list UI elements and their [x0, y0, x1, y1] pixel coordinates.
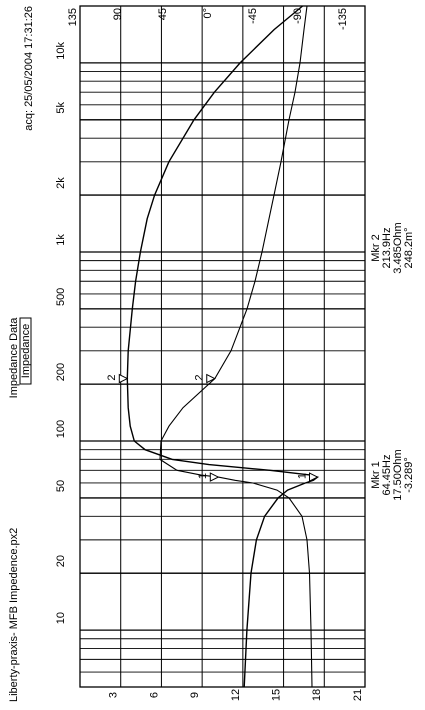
y-left-tick-label: 3: [108, 692, 120, 698]
impedance-tab-frame[interactable]: [19, 317, 32, 385]
y-right-tick-label: -135: [337, 8, 349, 30]
marker1-impedance: 17.50Ohm: [392, 449, 404, 500]
marker2-freq: 213.9Hz: [381, 228, 393, 269]
x-tick-label: 5k: [55, 102, 67, 114]
marker-number: 2: [106, 375, 118, 381]
marker-triangle: [118, 373, 129, 384]
x-tick-label: 10k: [55, 42, 67, 60]
x-tick-label: 200: [55, 363, 67, 381]
y-right-tick-label: 0°: [202, 8, 214, 19]
x-tick-label: 20: [55, 555, 67, 567]
acquisition-timestamp: acq: 25/05/2004 17:31:26: [23, 6, 35, 131]
x-tick-label: 100: [55, 420, 67, 438]
marker-triangle: [209, 472, 220, 482]
y-left-tick-label: 6: [148, 692, 160, 698]
y-right-tick-label: 90: [112, 8, 124, 20]
file-label: Liberty-praxis- MFB Impedence.px2: [8, 528, 20, 702]
chart-title: Impedance Data: [8, 317, 20, 399]
phase-curve: [159, 5, 313, 688]
marker2-label: Mkr 2: [370, 234, 382, 262]
marker-triangle: [309, 472, 319, 482]
y-left-tick-label: 12: [230, 689, 242, 701]
marker-number: 2: [194, 375, 206, 381]
y-right-tick-label: 135: [67, 8, 79, 26]
impedance-tab[interactable]: Impedance: [20, 324, 32, 378]
y-left-tick-label: 15: [270, 689, 282, 701]
marker1-freq: 64.45Hz: [381, 455, 393, 496]
marker-layer: 1 1 2 2: [106, 373, 319, 482]
marker2-impedance: 3.485Ohm: [392, 222, 404, 273]
y-right-tick-label: -45: [247, 8, 259, 24]
y-left-tick-label: 18: [311, 689, 323, 701]
curve-layer: [126, 5, 320, 688]
marker-number: 1: [197, 473, 209, 479]
x-tick-label: 50: [55, 480, 67, 492]
x-tick-label: 500: [55, 288, 67, 306]
marker1-label: Mkr 1: [370, 461, 382, 489]
marker-number: 1: [296, 473, 308, 479]
marker-triangle: [206, 373, 216, 384]
y-left-tick-label: 9: [189, 692, 201, 698]
x-tick-label: 1k: [55, 234, 67, 246]
marker1-phase: -3.289°: [403, 457, 415, 493]
x-tick-label: 10: [55, 612, 67, 624]
plot-frame: [79, 5, 366, 688]
marker2-phase: 248.2m°: [403, 227, 415, 268]
y-left-tick-label: 21: [352, 689, 364, 701]
impedance-curve: [126, 5, 320, 688]
y-right-tick-label: 45: [157, 8, 169, 20]
x-tick-label: 2k: [55, 177, 67, 189]
